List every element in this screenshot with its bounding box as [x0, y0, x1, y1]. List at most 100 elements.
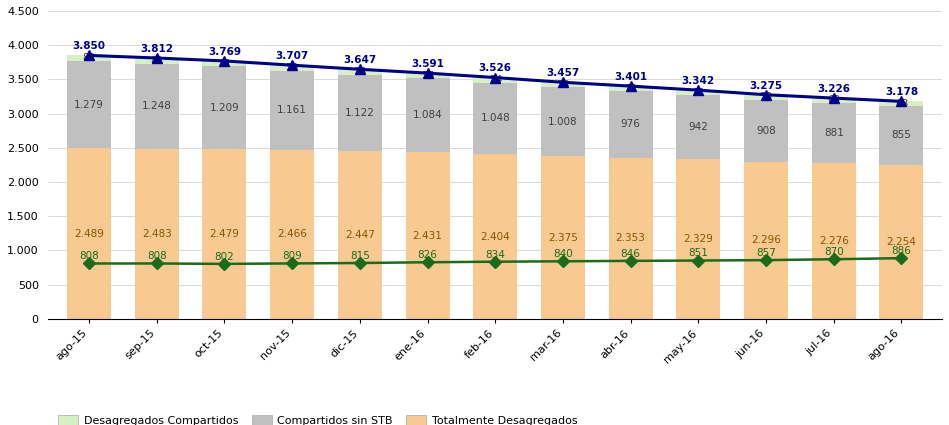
Text: 2.489: 2.489 [74, 229, 104, 238]
Bar [744, 99, 788, 162]
Bar [135, 149, 178, 319]
Text: 808: 808 [147, 252, 167, 261]
Text: 69: 69 [828, 96, 841, 105]
Text: 3.707: 3.707 [275, 51, 308, 61]
Text: 2.329: 2.329 [683, 234, 714, 244]
Text: 81: 81 [150, 56, 163, 66]
Bar [744, 95, 788, 99]
Text: 1.248: 1.248 [141, 101, 172, 111]
Text: 79: 79 [286, 63, 299, 73]
Bar [608, 91, 653, 158]
Bar [338, 69, 381, 75]
Text: 3.812: 3.812 [140, 44, 174, 54]
Bar [135, 58, 178, 64]
Bar [541, 88, 585, 156]
Text: 3.178: 3.178 [884, 87, 918, 97]
Text: 881: 881 [824, 128, 844, 138]
Bar [608, 86, 653, 91]
Bar [880, 106, 923, 164]
Text: 1.161: 1.161 [277, 105, 307, 115]
Bar [474, 82, 517, 154]
Bar [67, 55, 111, 61]
Text: 834: 834 [485, 249, 505, 260]
Text: 81: 81 [218, 59, 231, 69]
Bar [135, 64, 178, 149]
Text: 2.296: 2.296 [751, 235, 781, 245]
Bar [880, 164, 923, 319]
Text: 3.457: 3.457 [547, 68, 580, 78]
Text: 840: 840 [553, 249, 573, 259]
Text: 1.122: 1.122 [344, 108, 375, 118]
Bar [338, 75, 381, 151]
Bar [270, 150, 314, 319]
Text: 70: 70 [759, 92, 772, 102]
Text: 3.401: 3.401 [614, 72, 647, 82]
Text: 802: 802 [214, 252, 234, 262]
Text: 808: 808 [79, 252, 99, 261]
Text: 870: 870 [824, 247, 844, 257]
Text: 846: 846 [621, 249, 641, 259]
Bar [677, 159, 720, 319]
Text: 3.850: 3.850 [72, 41, 105, 51]
Bar [608, 158, 653, 319]
Bar [474, 154, 517, 319]
Bar [744, 162, 788, 319]
Text: 826: 826 [418, 250, 437, 260]
Text: 2.483: 2.483 [141, 229, 172, 239]
Text: 851: 851 [688, 249, 708, 258]
Text: 2.431: 2.431 [413, 231, 442, 241]
Bar [67, 61, 111, 148]
Bar [541, 156, 585, 319]
Text: 1.209: 1.209 [210, 103, 239, 113]
Bar [811, 98, 856, 103]
Text: 815: 815 [350, 251, 370, 261]
Bar [677, 95, 720, 159]
Text: 2.466: 2.466 [277, 230, 307, 239]
Text: 3.526: 3.526 [478, 63, 512, 74]
Bar [677, 90, 720, 95]
Bar [474, 78, 517, 82]
Text: 886: 886 [891, 246, 911, 256]
Text: 82: 82 [83, 53, 96, 63]
Bar [541, 82, 585, 88]
Bar [67, 148, 111, 319]
Text: 3.591: 3.591 [411, 59, 444, 69]
Bar [202, 66, 247, 149]
Text: 74: 74 [556, 80, 569, 90]
Bar [338, 151, 381, 319]
Text: 857: 857 [756, 248, 776, 258]
Text: 72: 72 [624, 84, 638, 94]
Text: 74: 74 [489, 75, 502, 85]
Text: 2.353: 2.353 [616, 233, 645, 243]
Text: 76: 76 [421, 71, 434, 81]
Text: 1.048: 1.048 [480, 113, 511, 124]
Bar [405, 153, 450, 319]
Text: 942: 942 [688, 122, 708, 132]
Text: 1.279: 1.279 [74, 100, 104, 110]
Text: 3.647: 3.647 [344, 55, 377, 65]
Text: 2.447: 2.447 [344, 230, 375, 240]
Text: 3.769: 3.769 [208, 47, 241, 57]
Text: 976: 976 [621, 119, 641, 130]
Bar [202, 61, 247, 66]
Text: 3.275: 3.275 [750, 81, 783, 91]
Bar [270, 65, 314, 71]
Text: 809: 809 [282, 251, 302, 261]
Bar [202, 149, 247, 319]
Bar [811, 163, 856, 319]
Text: 2.375: 2.375 [548, 232, 578, 243]
Text: 908: 908 [756, 126, 776, 136]
Text: 71: 71 [692, 88, 705, 98]
Text: 78: 78 [353, 67, 366, 77]
Text: 68: 68 [895, 99, 908, 109]
Text: 2.276: 2.276 [819, 236, 848, 246]
Bar [270, 71, 314, 150]
Bar [405, 73, 450, 78]
Text: 2.254: 2.254 [886, 237, 917, 246]
Text: 2.404: 2.404 [480, 232, 511, 241]
Text: 1.008: 1.008 [549, 117, 578, 127]
Text: 2.479: 2.479 [210, 229, 239, 239]
Text: 3.226: 3.226 [817, 84, 850, 94]
Text: 3.342: 3.342 [681, 76, 715, 86]
Bar [405, 78, 450, 153]
